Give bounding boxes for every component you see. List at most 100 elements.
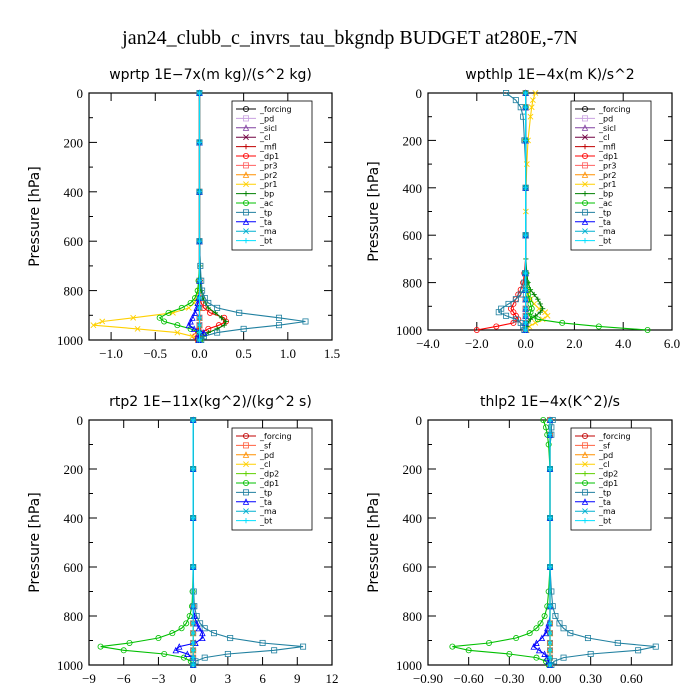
y-tick-label: 400 [403, 511, 423, 526]
data-point [530, 97, 536, 104]
data-point [560, 654, 567, 661]
y-tick-label: 600 [64, 560, 84, 575]
legend-label: _forcing [598, 105, 631, 114]
data-point [584, 635, 591, 642]
data-point [449, 643, 456, 650]
y-tick-label: 200 [64, 462, 84, 477]
x-tick-label: 1.5 [324, 346, 340, 361]
y-tick-label: 0 [77, 413, 84, 428]
legend-label: _pd [598, 451, 613, 460]
data-point [560, 625, 567, 632]
legend-label: _pr1 [259, 180, 277, 189]
legend-marker [243, 228, 249, 235]
legend-marker [242, 442, 249, 449]
x-tick-label: 12 [326, 671, 339, 686]
legend-marker [582, 479, 589, 486]
x-tick-label: −1.0 [99, 346, 123, 361]
x-tick-label: −6 [117, 671, 131, 686]
series-line [158, 93, 202, 341]
legend-marker [582, 228, 588, 235]
legend-marker [582, 181, 588, 188]
legend-label: _bt [598, 237, 611, 246]
data-point [190, 466, 196, 472]
legend-marker [582, 191, 588, 197]
legend-label: _mfl [259, 143, 277, 152]
legend-marker [581, 451, 589, 458]
legend-marker [243, 191, 249, 197]
data-point [465, 647, 472, 654]
data-point [207, 309, 214, 316]
legend-marker [242, 218, 250, 225]
data-point [214, 329, 221, 336]
data-point [156, 314, 163, 321]
legend-marker [582, 106, 589, 113]
data-point [541, 650, 548, 657]
data-point [196, 315, 203, 321]
y-tick-label: 200 [403, 462, 423, 477]
data-point [218, 315, 225, 321]
legend-marker [242, 106, 249, 113]
legend-marker [243, 144, 249, 150]
legend-marker [243, 518, 249, 524]
data-point [165, 309, 172, 316]
legend-label: _pr2 [259, 171, 277, 180]
legend-marker [581, 218, 589, 225]
x-tick-label: 0.30 [579, 671, 602, 686]
legend-marker [581, 124, 589, 131]
data-point [523, 104, 529, 110]
x-tick-label: 0.60 [620, 671, 643, 686]
data-point [556, 620, 563, 627]
y-tick-label: 600 [403, 560, 423, 575]
legend-label: _bt [259, 237, 272, 246]
legend-label: _forcing [259, 105, 292, 114]
legend-label: _cl [259, 133, 271, 142]
legend-marker [242, 171, 250, 178]
data-point [130, 314, 137, 321]
legend-marker [581, 171, 589, 178]
data-point [196, 189, 203, 195]
data-point [644, 326, 651, 333]
data-point [552, 613, 559, 620]
data-point [503, 312, 510, 319]
legend-label: _tp [259, 208, 272, 217]
legend-label: _dp1 [598, 479, 618, 488]
series-line [497, 92, 527, 331]
data-point [523, 137, 529, 143]
legend-label: _mfl [598, 143, 616, 152]
data-point [300, 643, 307, 650]
data-point [205, 299, 212, 306]
legend-label: _pd [598, 114, 613, 123]
data-point [196, 278, 203, 284]
x-tick-label: 0.00 [539, 671, 562, 686]
legend-marker [582, 209, 589, 216]
legend-marker [242, 489, 249, 496]
legend-label: _sf [598, 441, 610, 450]
data-point [190, 564, 196, 570]
data-point [540, 416, 547, 423]
data-point [521, 279, 528, 286]
legend-label: _cl [598, 460, 610, 469]
x-tick-label: 3 [225, 671, 232, 686]
data-point [190, 325, 198, 332]
data-point [595, 323, 602, 330]
data-point [547, 603, 553, 609]
y-tick-label: 0 [416, 413, 423, 428]
data-point [535, 296, 541, 302]
legend-label: _ac [259, 199, 273, 208]
data-point [523, 287, 529, 293]
data-point [559, 319, 566, 326]
data-point [547, 620, 553, 626]
legend-marker [582, 144, 588, 150]
data-point [190, 620, 196, 626]
data-point [545, 441, 552, 448]
data-point [523, 313, 529, 319]
data-point [547, 432, 553, 438]
x-tick-label: 0.5 [236, 346, 252, 361]
legend-marker [581, 498, 589, 505]
data-point [210, 630, 217, 637]
legend-marker [242, 432, 249, 439]
data-point [542, 629, 550, 637]
legend-marker [242, 479, 249, 486]
data-point [531, 291, 537, 298]
data-point [126, 639, 133, 646]
